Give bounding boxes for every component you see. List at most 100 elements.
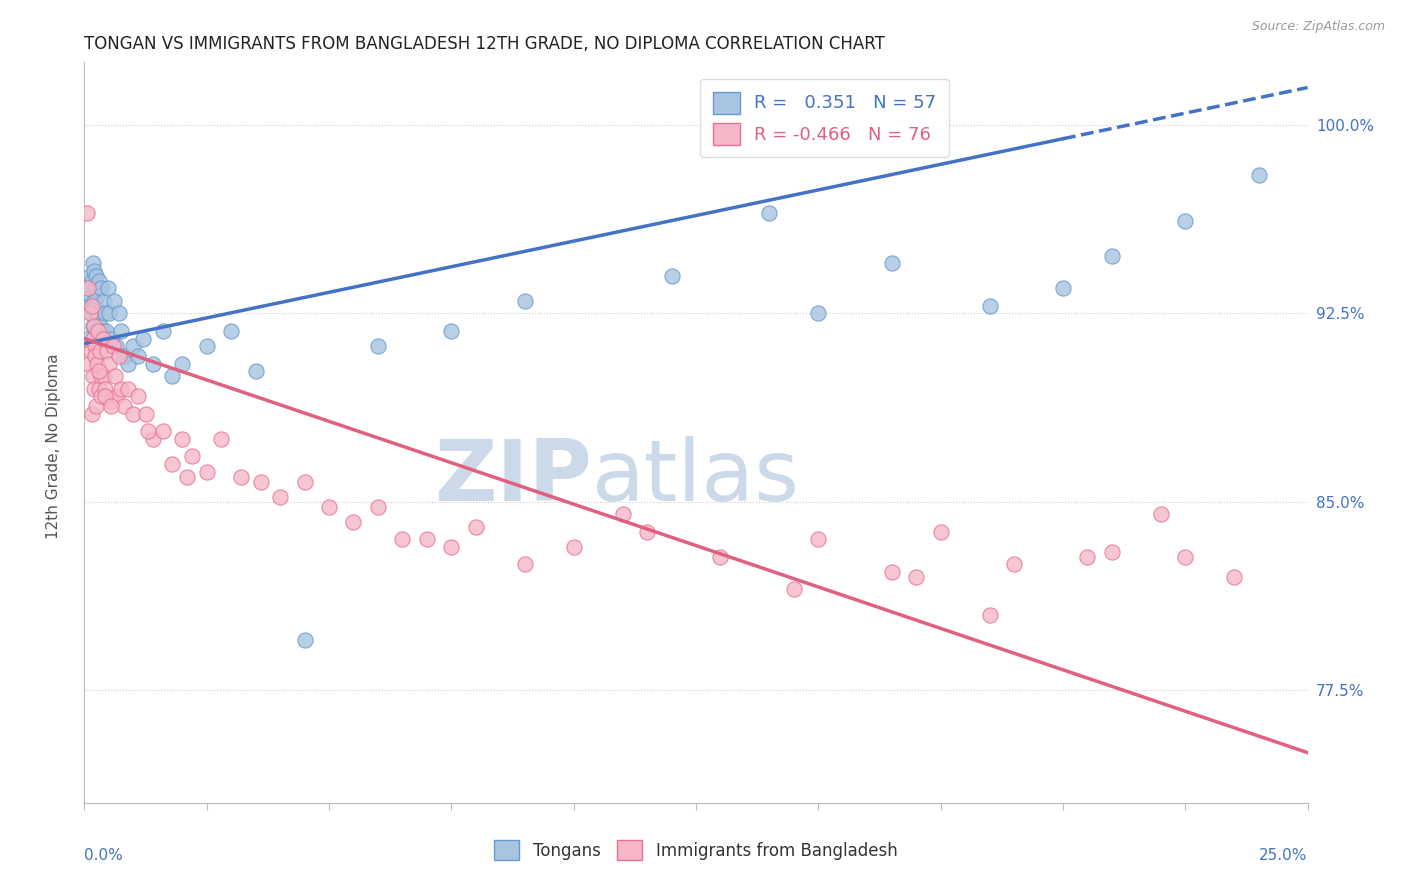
Text: 25.0%: 25.0% (1260, 848, 1308, 863)
Legend: Tongans, Immigrants from Bangladesh: Tongans, Immigrants from Bangladesh (486, 831, 905, 869)
Point (105, 339, 128, 353)
Point (807, 306, 830, 320)
Point (84, 268, 107, 283)
Point (1223, 570, 1246, 584)
Point (181, 450, 204, 464)
Point (709, 549, 731, 564)
Point (87, 331, 110, 345)
Point (929, 524, 952, 539)
Point (97, 281, 120, 295)
Point (86, 306, 108, 320)
Point (661, 268, 683, 283)
Point (112, 399, 135, 413)
Point (84, 399, 107, 413)
Point (82, 256, 104, 270)
Point (87, 382, 110, 396)
Point (94, 389, 117, 403)
Point (87, 274, 110, 288)
Point (219, 324, 242, 338)
Point (104, 369, 127, 384)
Point (162, 457, 184, 471)
Point (176, 469, 198, 483)
Point (80, 344, 103, 359)
Point (117, 357, 139, 371)
Point (1174, 549, 1197, 564)
Point (342, 515, 364, 529)
Point (135, 407, 157, 421)
Point (76, 331, 98, 345)
Point (90, 281, 112, 295)
Point (294, 475, 316, 489)
Point (83, 382, 105, 396)
Point (245, 364, 267, 378)
Point (318, 500, 340, 514)
Point (440, 324, 463, 338)
Point (1101, 249, 1123, 263)
Point (367, 500, 389, 514)
Point (807, 533, 830, 547)
Point (122, 339, 145, 353)
Point (82, 318, 104, 333)
Point (979, 299, 1001, 313)
Point (142, 357, 165, 371)
Point (96, 344, 118, 359)
Point (80, 306, 103, 320)
Point (79, 306, 101, 320)
Point (97, 357, 120, 371)
Text: 12th Grade, No Diploma: 12th Grade, No Diploma (46, 353, 60, 539)
Point (89, 318, 111, 333)
Point (77, 357, 100, 371)
Point (172, 357, 194, 371)
Point (152, 425, 174, 439)
Point (122, 407, 145, 421)
Point (79, 268, 101, 283)
Point (97, 306, 120, 320)
Point (132, 331, 155, 345)
Point (80, 407, 103, 421)
Point (76, 206, 98, 220)
Point (103, 293, 125, 308)
Point (440, 540, 463, 554)
Point (91, 331, 114, 345)
Point (209, 432, 232, 446)
Point (612, 507, 634, 521)
Point (513, 558, 536, 572)
Point (294, 632, 316, 647)
Point (83, 339, 105, 353)
Point (110, 382, 132, 396)
Point (783, 582, 806, 597)
Point (86, 289, 108, 303)
Point (367, 339, 389, 353)
Point (162, 369, 184, 384)
Point (152, 324, 174, 338)
Point (77, 281, 100, 295)
Point (84, 349, 107, 363)
Point (86, 357, 108, 371)
Point (172, 432, 194, 446)
Point (513, 293, 536, 308)
Point (100, 399, 122, 413)
Point (880, 565, 903, 579)
Point (107, 349, 129, 363)
Point (269, 490, 291, 504)
Point (112, 349, 135, 363)
Point (93, 369, 115, 384)
Point (636, 524, 658, 539)
Point (117, 382, 139, 396)
Point (1076, 549, 1098, 564)
Point (1002, 558, 1025, 572)
Point (562, 540, 585, 554)
Point (89, 344, 111, 359)
Point (77, 299, 100, 313)
Text: ZIP: ZIP (434, 435, 592, 518)
Point (83, 264, 105, 278)
Point (880, 256, 903, 270)
Point (416, 533, 439, 547)
Point (82, 299, 104, 313)
Point (1052, 281, 1074, 295)
Point (87, 364, 110, 378)
Point (77, 281, 100, 295)
Point (127, 349, 149, 363)
Point (905, 570, 928, 584)
Point (758, 206, 780, 220)
